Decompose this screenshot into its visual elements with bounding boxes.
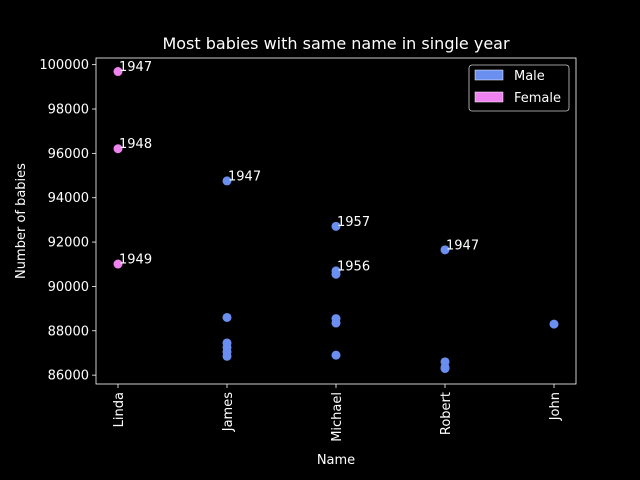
y-tick-label: 94000 [48,191,89,206]
scatter-point-male [331,350,341,360]
x-tick-label: Robert [439,392,454,435]
point-annotation: 1957 [337,215,370,230]
scatter-point-male [331,221,341,231]
legend: Male Female [468,64,570,112]
chart-title: Most babies with same name in single yea… [162,34,510,53]
x-tick-label: Michael [330,392,345,442]
y-axis-label: Number of babies [14,163,29,279]
scatter-point-male [440,245,450,255]
scatter-point-male [331,269,341,279]
y-tick-label: 98000 [48,103,89,118]
point-annotation: 1947 [228,169,261,184]
x-tick-label: James [221,392,236,432]
point-annotation: 1947 [446,238,479,253]
scatter-point-male [222,176,232,186]
legend-swatch-male [474,69,504,81]
points-layer [113,67,559,373]
point-labels-layer: 1947 1957 1956 1947 1947 1948 1949 [119,60,479,274]
point-annotation: 1947 [119,60,152,75]
scatter-point-male [222,312,232,322]
legend-swatch-female [474,91,504,103]
point-annotation: 1956 [337,259,370,274]
y-tick-label: 96000 [48,147,89,162]
legend-label-female: Female [514,91,561,106]
x-tick-label: John [548,392,563,421]
y-axis-ticks: 86000 88000 90000 92000 94000 96000 98000 10000… [39,58,96,384]
scatter-point-male [549,319,559,329]
x-axis-ticks: Linda James Michael Robert John [112,384,563,442]
y-tick-label: 92000 [48,236,89,251]
y-tick-label: 100000 [39,58,89,73]
scatter-point-male [331,318,341,328]
scatter-point-male [222,351,232,361]
scatter-point-female [113,67,123,77]
point-annotation: 1949 [119,253,152,268]
y-tick-label: 88000 [48,324,89,339]
point-annotation: 1948 [119,137,152,152]
legend-label-male: Male [514,69,545,84]
x-tick-label: Linda [112,392,127,427]
scatter-point-female [113,259,123,269]
y-tick-label: 90000 [48,280,89,295]
scatter-point-male [440,363,450,373]
x-axis-label: Name [317,453,355,468]
y-tick-label: 86000 [48,369,89,384]
scatter-point-female [113,144,123,154]
